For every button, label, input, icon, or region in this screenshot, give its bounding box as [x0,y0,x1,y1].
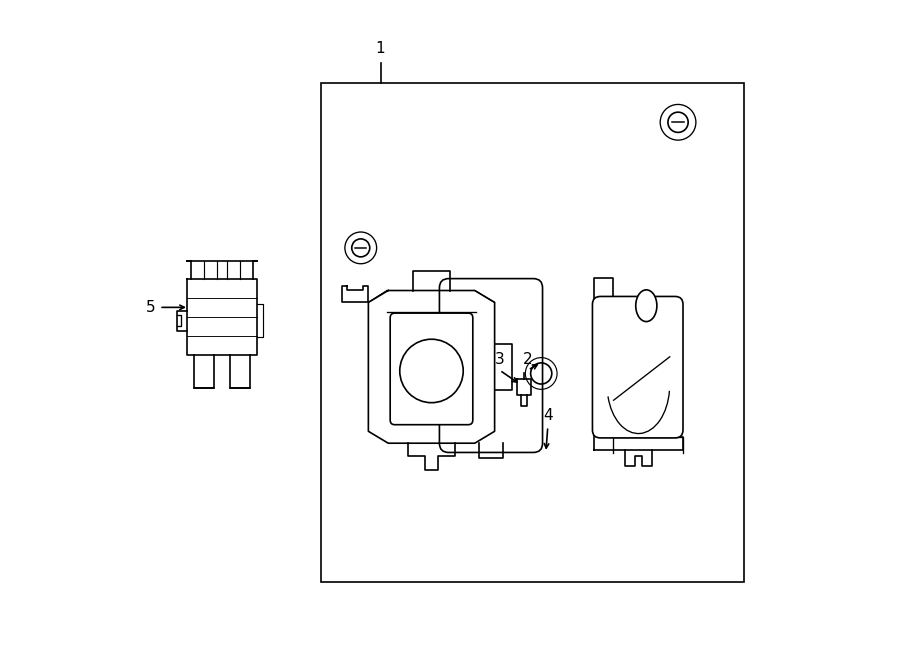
Text: 2: 2 [523,352,533,367]
Ellipse shape [635,290,657,322]
Text: 4: 4 [543,408,553,423]
FancyBboxPatch shape [439,279,543,452]
Text: 3: 3 [495,352,504,367]
Text: 5: 5 [146,300,156,315]
Text: 1: 1 [376,41,385,56]
FancyBboxPatch shape [592,296,683,438]
FancyBboxPatch shape [391,313,473,424]
Bar [321,83,744,582]
